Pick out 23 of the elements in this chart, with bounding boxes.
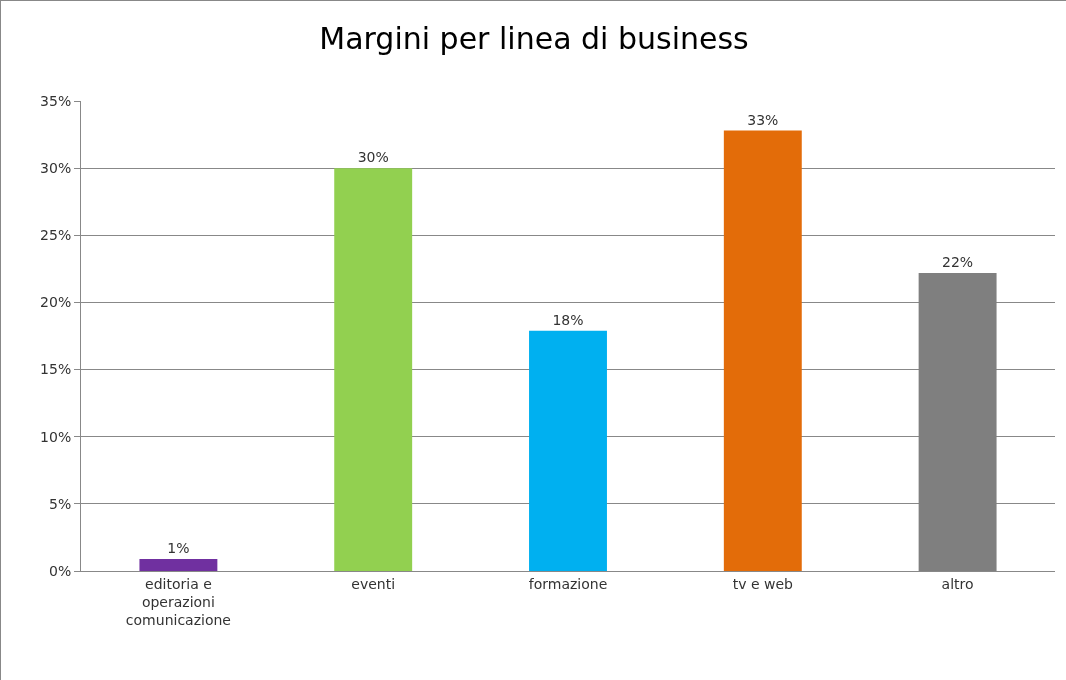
y-tick-label: 25% xyxy=(40,227,72,244)
bar xyxy=(139,558,218,571)
x-tick-label: editoria e operazioni comunicazione xyxy=(125,575,231,629)
bar xyxy=(529,330,607,571)
x-tick-label: tv e web xyxy=(732,575,794,592)
data-label: 1% xyxy=(167,539,190,556)
x-tick-label: formazione xyxy=(528,575,608,592)
data-label: 18% xyxy=(552,311,584,328)
y-tick-label: 10% xyxy=(40,428,72,445)
data-label: 22% xyxy=(942,253,974,270)
data-label: 33% xyxy=(747,111,779,128)
y-tick-label: 15% xyxy=(40,361,72,378)
bar xyxy=(723,130,802,571)
x-tick-label: eventi xyxy=(351,575,396,592)
chart-title: Margini per linea di business xyxy=(319,21,749,57)
y-tick-label: 20% xyxy=(40,294,72,311)
x-tick-label: altro xyxy=(941,575,974,592)
y-tick-label: 5% xyxy=(48,495,72,512)
data-label: 30% xyxy=(357,149,389,166)
y-tick-label: 30% xyxy=(40,160,72,177)
bar xyxy=(334,168,413,571)
y-tick-label: 0% xyxy=(48,562,72,579)
y-tick-label: 35% xyxy=(40,92,72,109)
